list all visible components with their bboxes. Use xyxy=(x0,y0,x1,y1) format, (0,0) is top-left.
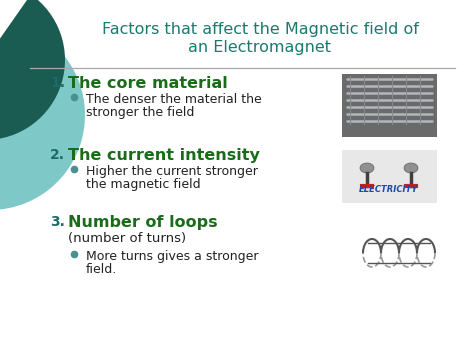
Text: an Electromagnet: an Electromagnet xyxy=(189,40,331,55)
Text: (number of turns): (number of turns) xyxy=(68,232,186,245)
FancyBboxPatch shape xyxy=(342,150,437,203)
Text: stronger the field: stronger the field xyxy=(86,106,194,119)
Text: Number of loops: Number of loops xyxy=(68,215,218,230)
Text: Higher the current stronger: Higher the current stronger xyxy=(86,165,258,178)
Wedge shape xyxy=(0,26,85,210)
Text: the magnetic field: the magnetic field xyxy=(86,178,201,191)
Ellipse shape xyxy=(360,163,374,173)
Text: 3.: 3. xyxy=(50,215,65,229)
Text: ELECTRICITY: ELECTRICITY xyxy=(359,185,419,194)
Text: More turns gives a stronger: More turns gives a stronger xyxy=(86,250,258,263)
Text: Factors that affect the Magnetic field of: Factors that affect the Magnetic field o… xyxy=(101,22,419,37)
Text: The denser the material the: The denser the material the xyxy=(86,93,262,106)
FancyBboxPatch shape xyxy=(342,74,437,137)
Text: The current intensity: The current intensity xyxy=(68,148,260,163)
Text: 2.: 2. xyxy=(50,148,65,162)
Text: 1.: 1. xyxy=(50,76,65,90)
Text: The core material: The core material xyxy=(68,76,228,91)
Wedge shape xyxy=(0,0,65,140)
Text: field.: field. xyxy=(86,263,117,276)
Ellipse shape xyxy=(404,163,418,173)
